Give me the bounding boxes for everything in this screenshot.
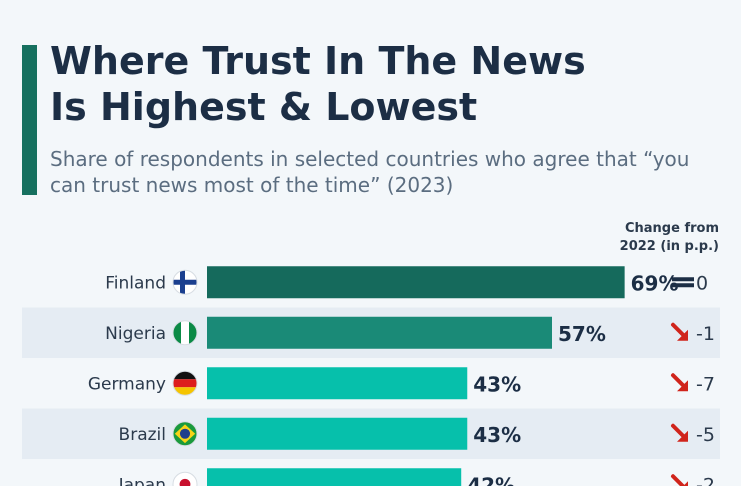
value-label: 43% bbox=[473, 423, 521, 447]
value-label: 69% bbox=[631, 271, 679, 295]
change-label: 0 bbox=[696, 272, 708, 294]
bar bbox=[207, 266, 625, 299]
japan-flag-icon bbox=[172, 471, 198, 486]
finland-flag-icon bbox=[172, 269, 198, 295]
country-label: Japan bbox=[118, 475, 166, 486]
title-accent-bar bbox=[22, 45, 37, 195]
change-label: -2 bbox=[696, 474, 715, 486]
value-label: 43% bbox=[473, 372, 521, 396]
down-arrow-icon bbox=[671, 474, 688, 486]
brazil-flag-icon bbox=[172, 421, 198, 447]
country-label: Germany bbox=[88, 374, 166, 394]
down-arrow-icon bbox=[671, 373, 688, 392]
chart-title: Where Trust In The News Is Highest & Low… bbox=[50, 39, 586, 129]
bar bbox=[207, 417, 468, 450]
change-label: -5 bbox=[696, 424, 715, 446]
bar bbox=[207, 316, 552, 349]
country-label: Brazil bbox=[119, 425, 166, 445]
country-label: Finland bbox=[105, 273, 166, 293]
nigeria-flag-icon bbox=[172, 320, 198, 346]
value-label: 42% bbox=[467, 473, 515, 486]
bar bbox=[207, 367, 468, 400]
down-arrow-icon bbox=[671, 423, 688, 442]
value-label: 57% bbox=[558, 322, 606, 346]
change-label: -1 bbox=[696, 323, 715, 345]
down-arrow-icon bbox=[671, 322, 688, 341]
change-column-header: Change from 2022 (in p.p.) bbox=[619, 221, 719, 254]
change-label: -7 bbox=[696, 373, 715, 395]
country-label: Nigeria bbox=[105, 324, 166, 344]
chart-subtitle: Share of respondents in selected countri… bbox=[50, 147, 690, 197]
germany-flag-icon bbox=[172, 370, 198, 396]
bar bbox=[207, 468, 462, 486]
no-change-icon bbox=[672, 277, 694, 288]
